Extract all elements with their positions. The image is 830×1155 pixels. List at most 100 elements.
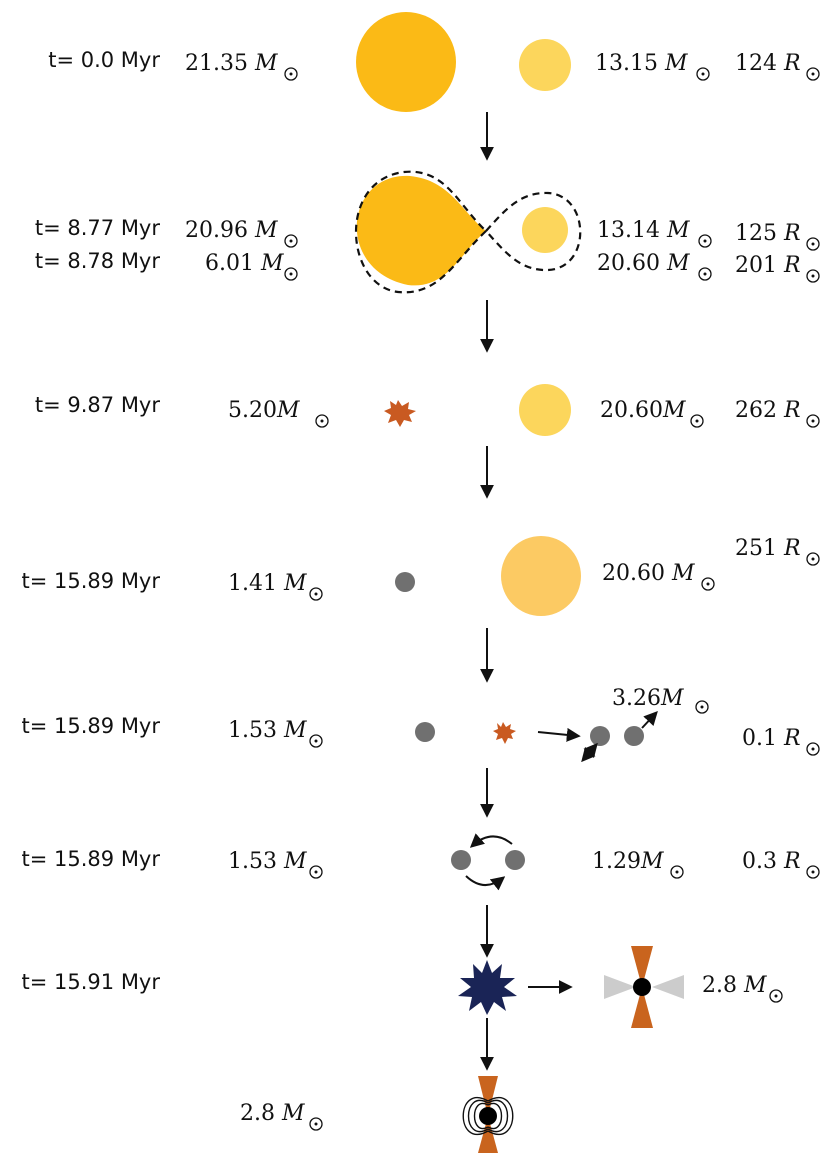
stage-2-radius: 125 [735, 221, 784, 246]
svg-text:20.60M: 20.60M [600, 398, 686, 423]
stage-1-left-mass-label: 21.35 M [185, 51, 298, 81]
stage-1-left-mass: 21.35 [185, 51, 255, 76]
svg-text:21.35 M: 21.35 M [185, 51, 278, 76]
svg-text:201 R: 201 R [735, 253, 801, 278]
sun-symbol-icon [806, 67, 820, 81]
mass-symbol: M [281, 1101, 305, 1126]
black-hole-jet-icon [604, 946, 684, 1028]
accretion-disk-right [652, 975, 684, 999]
kick-arrow [537, 727, 581, 742]
stage-4-right-mass: 20.60 [602, 561, 672, 586]
svg-text:1.29M: 1.29M [592, 849, 664, 874]
sun-symbol-icon [701, 577, 715, 591]
kilonova-burst-icon [458, 960, 517, 1015]
mass-symbol: M [662, 398, 686, 423]
radius-symbol: R [783, 253, 801, 278]
stage-4-left-mass: 1.41 [228, 571, 284, 596]
radius-symbol: R [783, 398, 801, 423]
velocity-arrow [641, 710, 658, 729]
mass-symbol: M [254, 51, 278, 76]
svg-text:3.26M: 3.26M [612, 686, 684, 711]
stage-6-radius-label: 0.3 R [742, 849, 820, 879]
radius-symbol: R [783, 536, 801, 561]
stage-5-left-mass: 1.53 [228, 718, 284, 743]
sun-symbol-icon [309, 587, 323, 601]
roche-lobe-left-outline [354, 170, 488, 294]
stage-4-right-mass-label: 20.60 M [602, 561, 715, 591]
svg-text:13.14 M: 13.14 M [597, 218, 690, 243]
mass-symbol: M [254, 218, 278, 243]
svg-text:251 R: 251 R [735, 536, 801, 561]
stage-2-radius-2-label: 201 R [735, 253, 820, 283]
sun-symbol-icon [315, 414, 329, 428]
sun-symbol-icon [806, 269, 820, 283]
secondary-star [519, 384, 571, 436]
sun-symbol-icon [806, 865, 820, 879]
stage-2-left-mass: 20.96 [185, 218, 255, 243]
supernova-burst-icon [493, 722, 516, 744]
svg-text:5.20M: 5.20M [228, 398, 300, 423]
svg-text:0.1 R: 0.1 R [742, 726, 801, 751]
mass-symbol: M [743, 973, 767, 998]
mass-symbol: M [276, 398, 300, 423]
stage-7: t= 15.91 Myr 2.8 M [22, 946, 783, 1028]
svg-text:20.60 M: 20.60 M [602, 561, 695, 586]
svg-text:13.15 M: 13.15 M [595, 51, 688, 76]
secondary-star [522, 207, 568, 253]
stage-6-right-mass-label: 1.29M [592, 849, 684, 879]
stage-5-radius-label: 0.1 R [742, 726, 820, 756]
sun-symbol-icon [769, 989, 783, 1003]
accretion-disk-left [604, 975, 636, 999]
stage-1-time: t= 0.0 Myr [48, 48, 160, 72]
supernova-burst-icon [384, 400, 416, 427]
mass-symbol: M [283, 571, 307, 596]
stage-5-kick-mass-label: 3.26M [612, 686, 709, 714]
stage-3-radius: 262 [735, 398, 784, 423]
sun-symbol-icon [806, 552, 820, 566]
stage-5-left-mass-label: 1.53 M [228, 718, 323, 748]
sun-symbol-icon [698, 267, 712, 281]
svg-text:124 R: 124 R [735, 51, 801, 76]
mass-symbol: M [666, 251, 690, 276]
jet-top [478, 1076, 498, 1116]
sun-symbol-icon [690, 414, 704, 428]
sun-symbol-icon [309, 1117, 323, 1131]
stage-8-left-mass-label: 2.8 M [240, 1101, 323, 1131]
secondary-star [519, 39, 571, 91]
stage-1-right-mass: 13.15 [595, 51, 665, 76]
roche-lobe-right-outline [484, 191, 582, 272]
stage-6: t= 15.89 Myr 1.53 M 1.29M 0.3 R [22, 833, 820, 891]
giant-star [501, 536, 581, 616]
svg-text:262 R: 262 R [735, 398, 801, 423]
sun-symbol-icon [806, 414, 820, 428]
stage-3-radius-label: 262 R [735, 398, 820, 428]
stage-1-radius: 124 [735, 51, 784, 76]
mass-symbol: M [640, 849, 664, 874]
neutron-star [479, 1107, 497, 1125]
stage-1-right-mass-label: 13.15 M [595, 51, 710, 81]
svg-text:0.3 R: 0.3 R [742, 849, 801, 874]
sun-symbol-icon [806, 742, 820, 756]
svg-text:1.53 M: 1.53 M [228, 718, 307, 743]
mass-symbol: M [666, 218, 690, 243]
stage-6-time: t= 15.89 Myr [22, 847, 161, 871]
stage-7-time: t= 15.91 Myr [22, 970, 161, 994]
stage-6-left-mass: 1.53 [228, 849, 284, 874]
radius-symbol: R [783, 51, 801, 76]
radius-symbol: R [783, 849, 801, 874]
stage-4-time: t= 15.89 Myr [22, 569, 161, 593]
stage-8: 2.8 M [240, 1076, 514, 1153]
sun-symbol-icon [696, 67, 710, 81]
stage-1-radius-label: 124 R [735, 51, 820, 81]
sun-symbol-icon [284, 234, 298, 248]
stage-3-time: t= 9.87 Myr [35, 393, 160, 417]
svg-text:2.8 M: 2.8 M [240, 1101, 305, 1126]
sun-symbol-icon [284, 67, 298, 81]
sun-symbol-icon [284, 267, 298, 281]
orbit-arrow [469, 833, 513, 848]
radius-symbol: R [783, 221, 801, 246]
orbit-arrow [465, 875, 506, 891]
compact-remnant [505, 850, 525, 870]
